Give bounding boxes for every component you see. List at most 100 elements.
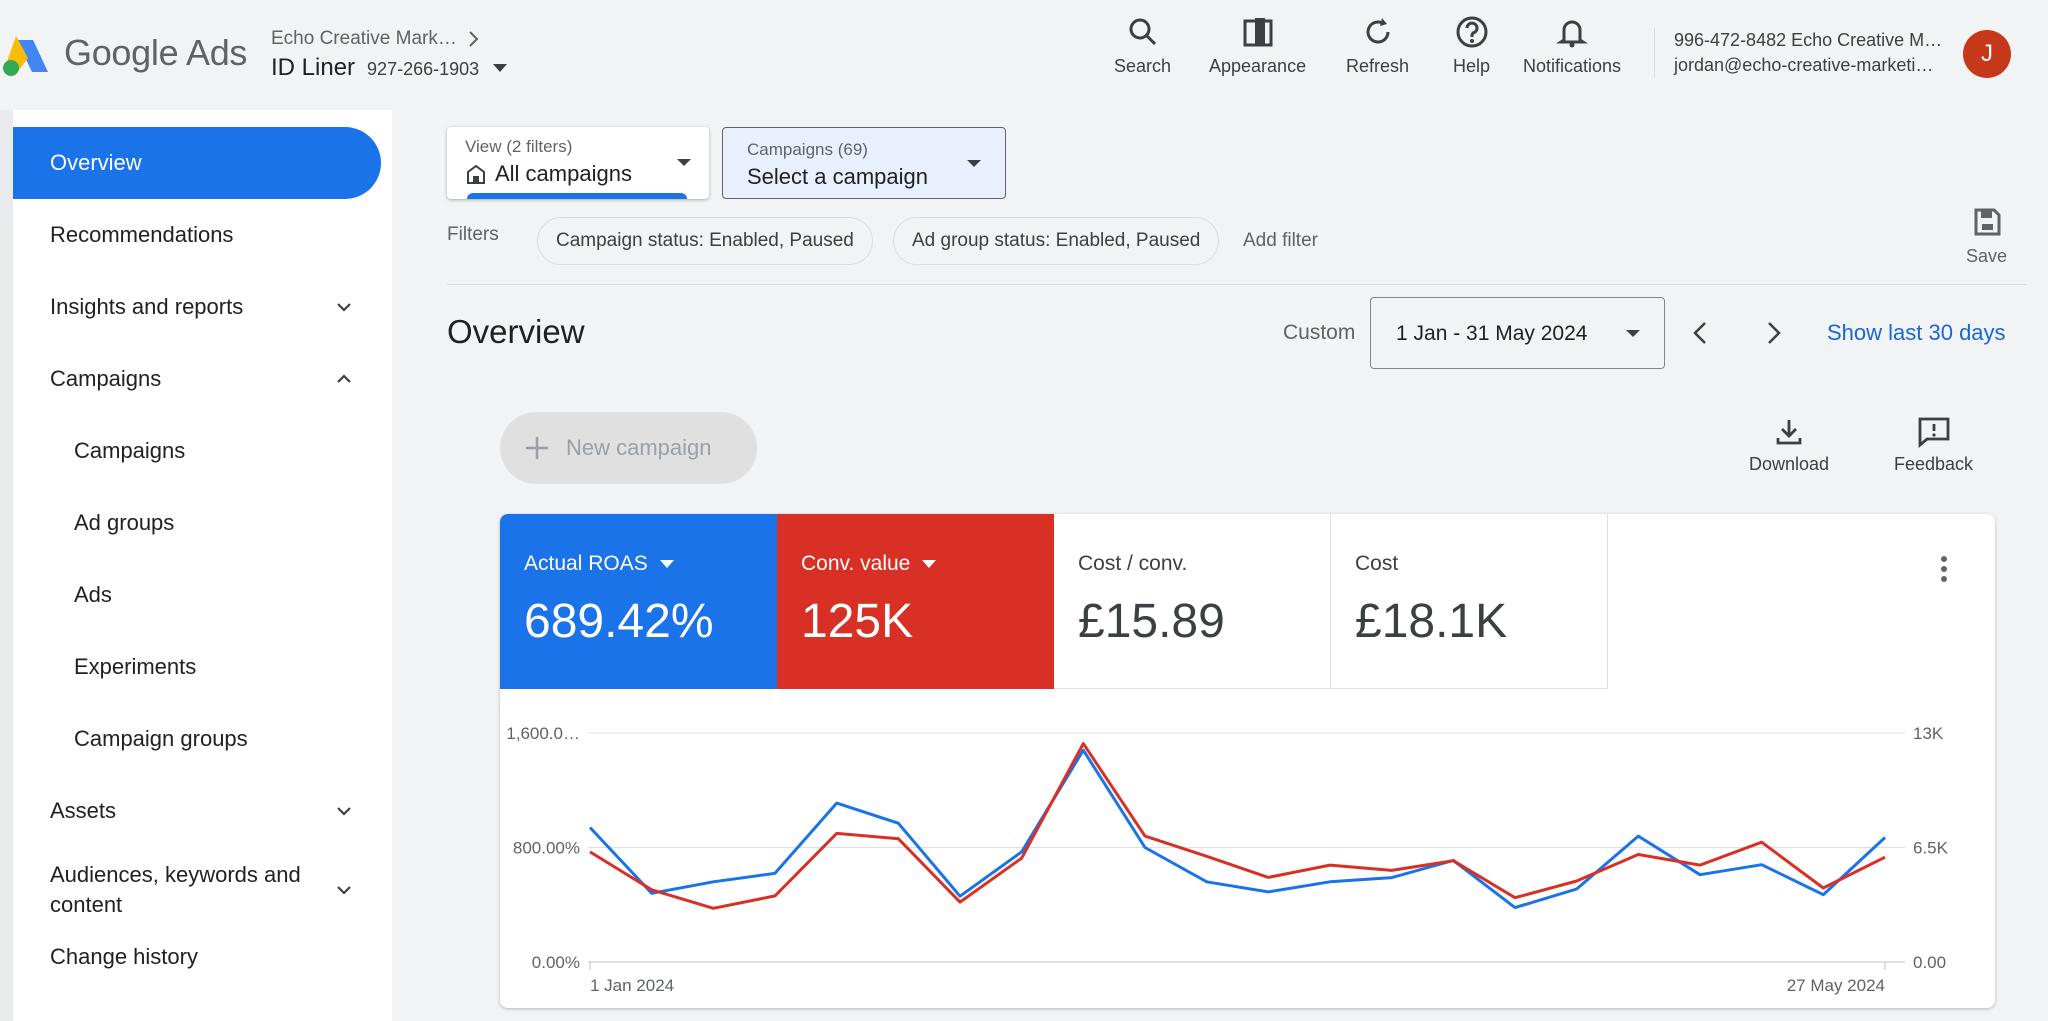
metric-value: 689.42% xyxy=(524,595,714,648)
user-account-line: 996-472-8482 Echo Creative M… xyxy=(1674,30,1943,50)
sidebar-item-audiences-keywords-content[interactable]: Audiences, keywords and content xyxy=(13,847,392,933)
view-selector[interactable]: View (2 filters) All campaigns xyxy=(447,127,709,199)
sidebar-item-label: Campaigns xyxy=(50,366,162,391)
sidebar-item-label: Recommendations xyxy=(50,222,234,247)
save-button[interactable]: Save xyxy=(1966,206,2007,267)
appearance-icon xyxy=(1243,18,1273,47)
notifications-button[interactable]: Notifications xyxy=(1523,14,1621,77)
refresh-icon xyxy=(1366,18,1390,44)
download-icon xyxy=(1776,420,1802,445)
metric-name: Cost / conv. xyxy=(1078,552,1188,575)
sidebar-item-experiments[interactable]: Experiments xyxy=(13,631,392,703)
metric-value: £18.1K xyxy=(1355,595,1508,648)
metric-name: Conv. value xyxy=(801,552,911,575)
campaign-selector[interactable]: Campaigns (69) Select a campaign xyxy=(722,127,1006,199)
appearance-label: Appearance xyxy=(1209,56,1307,76)
google-ads-logo-icon[interactable] xyxy=(2,30,50,78)
filters-label: Filters xyxy=(447,224,499,245)
account-name: ID Liner xyxy=(271,54,356,81)
sidebar-item-label: Ads xyxy=(74,582,112,607)
metric-name-wrap: Actual ROAS xyxy=(524,552,674,576)
metric-actual-roas[interactable]: Actual ROAS 689.42% xyxy=(500,514,777,689)
metric-cost-per-conv[interactable]: Cost / conv. £15.89 xyxy=(1054,514,1331,689)
dropdown-arrow-icon xyxy=(659,560,674,568)
user-email: jordan@echo-creative-marketi… xyxy=(1674,55,1934,75)
y-left-tick-label: 1,600.0… xyxy=(506,724,580,743)
dropdown-arrow-icon xyxy=(922,560,937,568)
refresh-button[interactable]: Refresh xyxy=(1346,14,1409,77)
sidebar: Overview Recommendations Insights and re… xyxy=(0,110,392,1021)
chevron-up-icon xyxy=(337,374,351,383)
date-range-selector[interactable]: 1 Jan - 31 May 2024 xyxy=(1370,297,1665,369)
account-parent-label: Echo Creative Mark… xyxy=(271,28,457,49)
sidebar-item-ad-groups[interactable]: Ad groups xyxy=(13,487,392,559)
sidebar-item-assets[interactable]: Assets xyxy=(13,775,392,847)
save-icon xyxy=(1974,208,2001,236)
series-line-conv-value xyxy=(589,742,1886,910)
next-period-icon[interactable] xyxy=(1758,318,1788,348)
chevron-right-icon xyxy=(469,31,479,47)
sidebar-item-recommendations[interactable]: Recommendations xyxy=(13,199,392,271)
search-button[interactable]: Search xyxy=(1114,14,1171,77)
sidebar-item-label: Assets xyxy=(50,798,117,823)
more-options-icon[interactable] xyxy=(1938,554,1950,584)
y-right-tick-label: 6.5K xyxy=(1913,839,1949,858)
x-tick-label: 1 Jan 2024 xyxy=(590,976,674,995)
save-label: Save xyxy=(1966,246,2008,266)
filter-chip-campaign-status[interactable]: Campaign status: Enabled, Paused xyxy=(537,217,873,265)
sidebar-item-campaign-groups[interactable]: Campaign groups xyxy=(13,703,392,775)
search-icon xyxy=(1129,18,1156,46)
dropdown-arrow-icon xyxy=(677,159,691,166)
y-left-tick-label: 0.00% xyxy=(532,953,580,972)
feedback-icon xyxy=(1918,417,1949,448)
top-bar: Google Ads Echo Creative Mark… ID Liner … xyxy=(0,0,2048,110)
sidebar-item-overview[interactable]: Overview xyxy=(13,127,381,199)
page-title: Overview xyxy=(447,313,585,350)
sidebar-item-label: Experiments xyxy=(74,654,197,679)
appearance-button[interactable]: Appearance xyxy=(1209,14,1306,77)
sidebar-item-label: Audiences, keywords and content xyxy=(50,862,301,917)
view-selector-indicator xyxy=(467,193,687,199)
y-right-tick-label: 0.00 xyxy=(1913,953,1946,972)
view-selector-value: All campaigns xyxy=(495,161,632,186)
sidebar-item-insights-and-reports[interactable]: Insights and reports xyxy=(13,271,392,343)
help-label: Help xyxy=(1453,56,1491,76)
avatar[interactable]: J xyxy=(1963,30,2011,78)
view-selector-label: View (2 filters) xyxy=(465,137,573,156)
sidebar-item-campaigns[interactable]: Campaigns xyxy=(13,415,392,487)
new-campaign-button[interactable]: New campaign xyxy=(500,412,757,484)
sidebar-item-label: Insights and reports xyxy=(50,294,244,319)
plus-icon xyxy=(526,437,548,459)
series-line-actual-roas xyxy=(588,748,1887,910)
sidebar-item-label: Campaigns xyxy=(74,438,186,463)
metric-name: Cost xyxy=(1355,552,1399,575)
x-tick-label: 27 May 2024 xyxy=(1787,976,1885,995)
performance-chart: 0.00% 0.00 800.00% 6.5K 1,600.0… 13K 1 Jan 202… xyxy=(506,724,1949,995)
sidebar-item-change-history[interactable]: Change history xyxy=(13,921,392,993)
bell-icon xyxy=(1556,20,1588,48)
sidebar-item-campaigns-group[interactable]: Campaigns xyxy=(13,343,392,415)
filter-chip-ad-group-status[interactable]: Ad group status: Enabled, Paused xyxy=(893,217,1220,265)
sidebar-item-ads[interactable]: Ads xyxy=(13,559,392,631)
chevron-down-icon xyxy=(493,64,508,72)
add-filter-button[interactable]: Add filter xyxy=(1243,230,1318,251)
sidebar-item-label: Ad groups xyxy=(74,510,175,535)
filters-divider xyxy=(447,284,2027,285)
previous-period-icon[interactable] xyxy=(1686,318,1716,348)
sidebar-item-label: Change history xyxy=(50,944,198,969)
feedback-button[interactable]: Feedback xyxy=(1894,416,1973,475)
metric-value: 125K xyxy=(801,595,914,648)
account-selector[interactable]: ID Liner 927-266-1903 xyxy=(271,54,508,82)
campaign-selector-value: Select a campaign xyxy=(747,164,928,189)
download-label: Download xyxy=(1749,454,1830,474)
account-parent[interactable]: Echo Creative Mark… xyxy=(271,28,481,50)
download-button[interactable]: Download xyxy=(1749,416,1829,475)
metric-cost[interactable]: Cost £18.1K xyxy=(1331,514,1608,689)
metric-conv-value[interactable]: Conv. value 125K xyxy=(777,514,1054,689)
sidebar-item-label: Overview xyxy=(50,150,142,175)
chevron-down-icon xyxy=(337,886,351,895)
show-last-30-days-link[interactable]: Show last 30 days xyxy=(1827,320,2006,345)
help-button[interactable]: Help xyxy=(1453,14,1490,77)
toolbar-divider xyxy=(1654,28,1655,78)
account-id: 927-266-1903 xyxy=(367,59,480,79)
